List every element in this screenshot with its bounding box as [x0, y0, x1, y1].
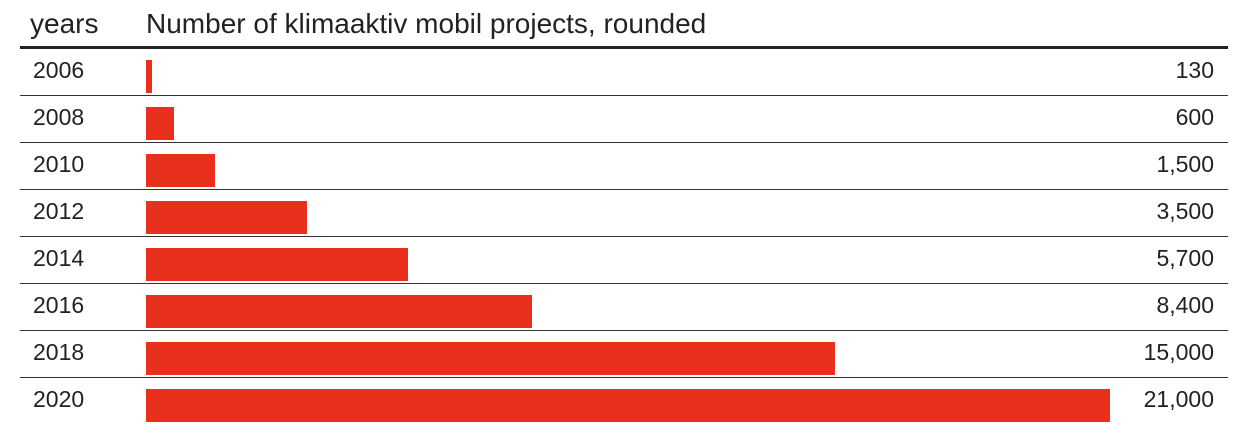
year-label: 2016: [33, 292, 85, 318]
chart-header: years Number of klimaaktiv mobil project…: [0, 0, 1240, 46]
years-column-header: years: [30, 8, 99, 39]
bar-row: 2010 1,500: [0, 143, 1240, 190]
value-label: 600: [1175, 104, 1214, 130]
row-divider: [20, 330, 1228, 331]
year-label: 2014: [33, 245, 85, 271]
value-label: 130: [1175, 57, 1214, 83]
year-label: 2020: [33, 386, 85, 412]
bar-row: 2016 8,400: [0, 284, 1240, 331]
bar-row: 2014 5,700: [0, 237, 1240, 284]
row-divider: [20, 236, 1228, 237]
value-label: 8,400: [1156, 292, 1214, 318]
bar-row: 2018 15,000: [0, 331, 1240, 378]
year-label: 2008: [33, 104, 85, 130]
bar: [146, 107, 174, 140]
value-label: 15,000: [1143, 339, 1214, 365]
value-label: 3,500: [1156, 198, 1214, 224]
row-divider: [20, 189, 1228, 190]
row-divider: [20, 142, 1228, 143]
header-rule: [20, 46, 1228, 49]
bar: [146, 389, 1110, 422]
bar: [146, 154, 215, 187]
bar-row: 2006 130: [0, 49, 1240, 96]
value-label: 1,500: [1156, 151, 1214, 177]
bar: [146, 201, 307, 234]
year-label: 2010: [33, 151, 85, 177]
row-divider: [20, 283, 1228, 284]
value-label: 21,000: [1143, 386, 1214, 412]
year-label: 2018: [33, 339, 85, 365]
bar: [146, 60, 152, 93]
bar-row: 2012 3,500: [0, 190, 1240, 237]
bar: [146, 342, 835, 375]
bar-row: 2008 600: [0, 96, 1240, 143]
bar: [146, 248, 408, 281]
row-divider: [20, 377, 1228, 378]
bar-row: 2020 21,000: [0, 378, 1240, 425]
bar: [146, 295, 532, 328]
row-divider: [20, 95, 1228, 96]
year-label: 2006: [33, 57, 85, 83]
year-label: 2012: [33, 198, 85, 224]
chart-title: Number of klimaaktiv mobil projects, rou…: [146, 8, 707, 39]
value-label: 5,700: [1156, 245, 1214, 271]
